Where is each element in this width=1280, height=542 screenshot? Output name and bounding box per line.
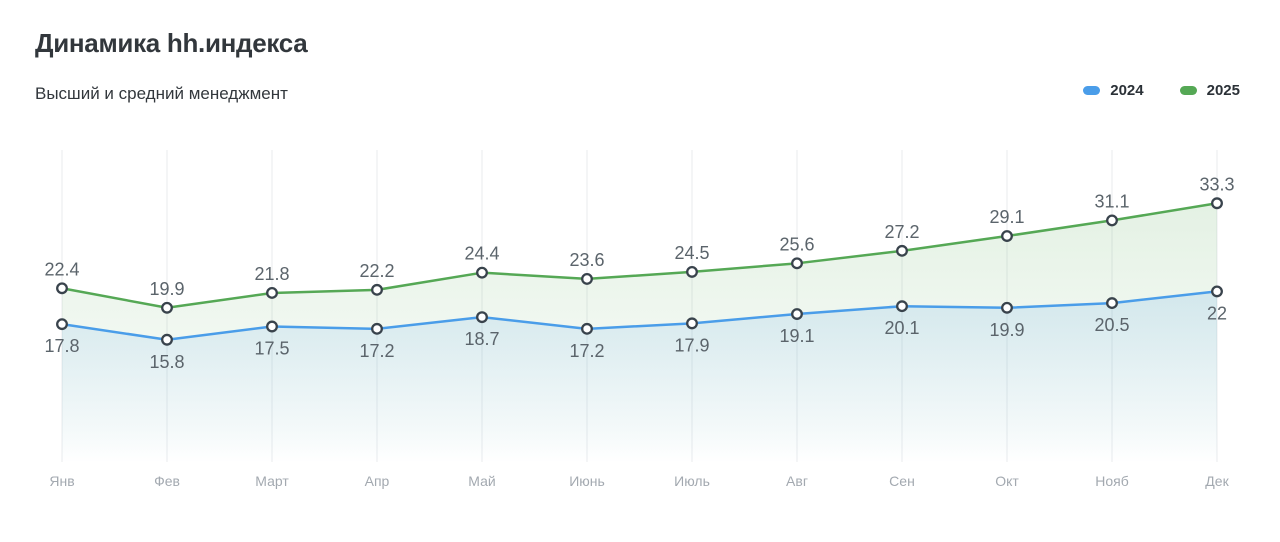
data-point-2024-Июнь[interactable] — [581, 322, 593, 335]
series-2025-line — [60, 202, 1219, 310]
series-2025-points — [56, 197, 1223, 314]
data-label: 22 — [1207, 303, 1227, 323]
data-label: 17.2 — [359, 341, 394, 361]
x-axis-label-Июнь: Июнь — [569, 473, 605, 489]
chart-legend: 2024 2025 — [1083, 82, 1240, 99]
data-label: 17.8 — [44, 336, 79, 356]
data-point-2024-Авг[interactable] — [791, 308, 803, 320]
data-point-2024-Дек[interactable] — [1211, 285, 1223, 298]
data-point-2024-Март[interactable] — [266, 320, 278, 333]
data-point-2025-Окт[interactable] — [1001, 230, 1013, 242]
data-label: 33.3 — [1199, 174, 1234, 194]
x-axis-label-Авг: Авг — [786, 473, 808, 489]
data-point-2025-Сен[interactable] — [896, 244, 908, 257]
data-point-2025-Июль[interactable] — [686, 265, 698, 278]
data-point-2024-Май[interactable] — [476, 311, 488, 324]
x-axis-label-Сен: Сен — [889, 473, 915, 489]
data-label: 23.6 — [569, 250, 604, 270]
data-label: 21.8 — [254, 264, 289, 284]
x-axis-labels: Янв Фев Март Апр Май Июнь Июль Авг Сен Окт Нояб Дек — [49, 473, 1229, 489]
data-label: 19.1 — [779, 326, 814, 346]
series-2024-area — [62, 291, 1217, 463]
data-label: 18.7 — [464, 329, 499, 349]
data-label: 17.9 — [674, 335, 709, 355]
x-axis-label-Март: Март — [255, 473, 289, 489]
x-axis-label-Нояб: Нояб — [1095, 473, 1129, 489]
series-2024-line — [60, 290, 1219, 342]
data-point-2025-Фев[interactable] — [161, 301, 173, 314]
data-label: 24.4 — [464, 244, 499, 264]
series-2025-labels: 22.4 19.9 21.8 22.2 24.4 23.6 24.5 25.6 27.2 29.1… — [44, 174, 1234, 299]
data-label: 17.5 — [254, 339, 289, 359]
data-point-2025-Июнь[interactable] — [581, 272, 593, 285]
data-label: 19.9 — [149, 279, 184, 299]
legend-label-2024: 2024 — [1110, 82, 1144, 99]
x-axis-label-Май: Май — [468, 473, 495, 489]
data-label: 22.4 — [44, 259, 79, 279]
legend-label-2025: 2025 — [1206, 82, 1240, 99]
data-point-2025-Апр[interactable] — [371, 283, 383, 296]
legend-item-2024[interactable]: 2024 — [1083, 82, 1144, 99]
legend-swatch-2025-icon — [1179, 86, 1197, 95]
data-point-2025-Авг[interactable] — [791, 257, 803, 270]
data-label: 22.2 — [359, 261, 394, 281]
data-label: 19.9 — [989, 320, 1024, 340]
data-label: 15.8 — [149, 352, 184, 372]
x-axis-label-Фев: Фев — [154, 473, 180, 489]
series-2024-labels: 17.8 15.8 17.5 17.2 18.7 17.2 17.9 19.1 20.1 19.9… — [44, 303, 1227, 371]
data-point-2024-Окт[interactable] — [1001, 301, 1013, 314]
series-2024-points — [56, 285, 1223, 346]
page-subtitle: Высший и средний менеджмент — [35, 84, 288, 103]
data-label: 27.2 — [884, 222, 919, 242]
page-title: Динамика hh.индекса — [35, 28, 308, 58]
legend-swatch-2024-icon — [1083, 86, 1101, 95]
x-axis-label-Дек: Дек — [1205, 473, 1229, 489]
data-point-2025-Март[interactable] — [266, 287, 278, 299]
x-axis-label-Июль: Июль — [674, 473, 710, 489]
data-point-2024-Нояб[interactable] — [1106, 297, 1118, 310]
data-point-2025-Нояб[interactable] — [1106, 214, 1118, 227]
data-label: 20.5 — [1094, 315, 1129, 335]
x-axis-label-Окт: Окт — [995, 473, 1019, 489]
data-point-2024-Апр[interactable] — [371, 322, 383, 335]
data-point-2024-Июль[interactable] — [686, 317, 698, 330]
data-label: 25.6 — [779, 234, 814, 254]
data-label: 17.2 — [569, 341, 604, 361]
data-point-2025-Май[interactable] — [476, 266, 488, 279]
data-label: 29.1 — [989, 207, 1024, 227]
x-axis-label-Янв: Янв — [49, 473, 74, 489]
legend-item-2025[interactable]: 2025 — [1179, 82, 1240, 99]
data-label: 24.5 — [674, 243, 709, 263]
data-point-2025-Янв[interactable] — [56, 282, 68, 295]
data-point-2024-Янв[interactable] — [56, 318, 68, 331]
chart-header: Динамика hh.индекса — [35, 28, 308, 59]
data-point-2024-Фев[interactable] — [161, 333, 173, 346]
data-label: 31.1 — [1094, 191, 1129, 211]
data-label: 20.1 — [884, 318, 919, 338]
data-point-2025-Дек[interactable] — [1211, 197, 1223, 210]
data-point-2024-Сен[interactable] — [896, 300, 908, 313]
x-axis-label-Апр: Апр — [365, 473, 390, 489]
